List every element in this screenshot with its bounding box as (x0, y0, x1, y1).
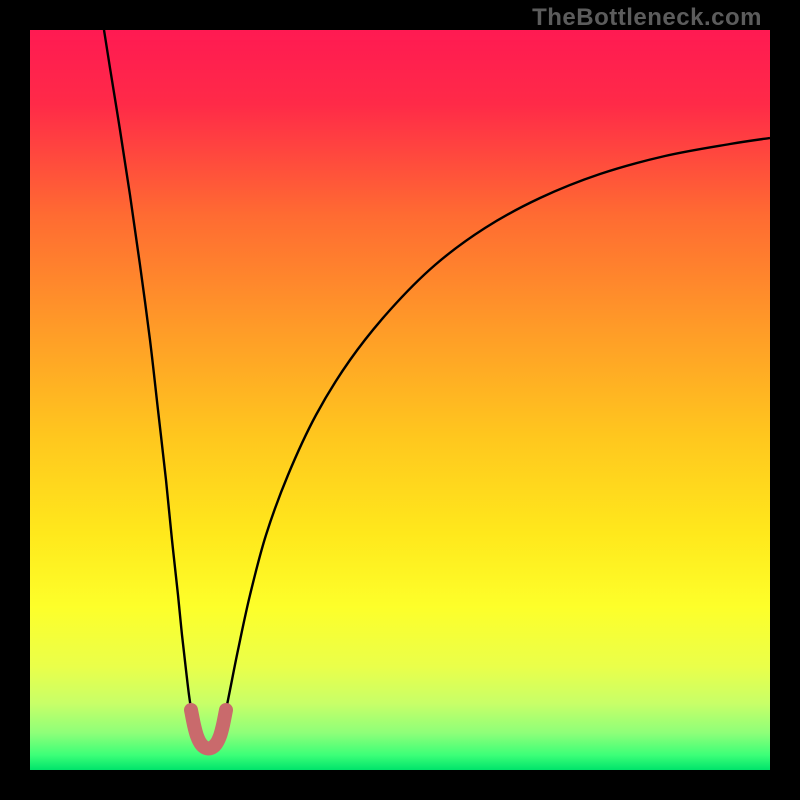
curve-right (225, 138, 770, 715)
bottleneck-notch (191, 710, 226, 749)
figure-root: TheBottleneck.com (0, 0, 800, 800)
watermark-text: TheBottleneck.com (532, 4, 762, 32)
plot-area (30, 30, 770, 770)
curve-left (104, 30, 192, 715)
curves-layer (30, 30, 770, 770)
